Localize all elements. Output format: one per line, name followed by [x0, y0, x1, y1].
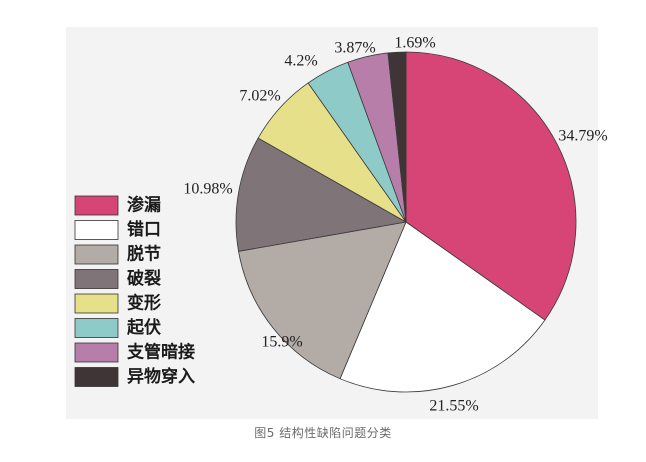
legend-label: 错口	[127, 219, 161, 240]
slice-percent-label: 7.02%	[239, 88, 280, 105]
pie-slice-8	[387, 51, 407, 223]
legend-label: 支管暗接	[127, 342, 195, 363]
legend-label: 脱节	[127, 244, 161, 265]
legend-swatch	[74, 342, 119, 363]
pie-slice-2	[339, 221, 546, 393]
slice-percent-label: 15.9%	[261, 334, 302, 351]
legend-swatch	[74, 367, 119, 387]
legend-swatch	[74, 318, 119, 338]
pie-slice-1	[405, 51, 577, 321]
legend-swatch	[74, 220, 119, 240]
slice-percent-label: 3.87%	[334, 40, 375, 57]
legend-label: 渗漏	[127, 195, 161, 216]
legend-label: 起伏	[126, 317, 161, 338]
legend-label: 异物穿入	[127, 366, 195, 387]
figure-caption: 图5 结构性缺陷问题分类	[254, 426, 392, 440]
pie-slice-3	[238, 221, 407, 380]
legend-swatch	[74, 195, 119, 216]
legend-swatch	[74, 244, 119, 265]
legend-swatch	[74, 269, 119, 289]
slice-percent-label: 21.55%	[429, 398, 478, 415]
legend-label: 变形	[127, 293, 161, 314]
legend-label: 破裂	[127, 268, 161, 289]
slice-percent-label: 34.79%	[558, 128, 607, 145]
pie-slice-4	[235, 137, 408, 252]
slice-percent-label: 10.98%	[183, 181, 232, 198]
legend-swatch	[74, 293, 119, 314]
slice-percent-label: 1.69%	[394, 35, 435, 52]
slice-percent-label: 4.2%	[284, 53, 317, 70]
